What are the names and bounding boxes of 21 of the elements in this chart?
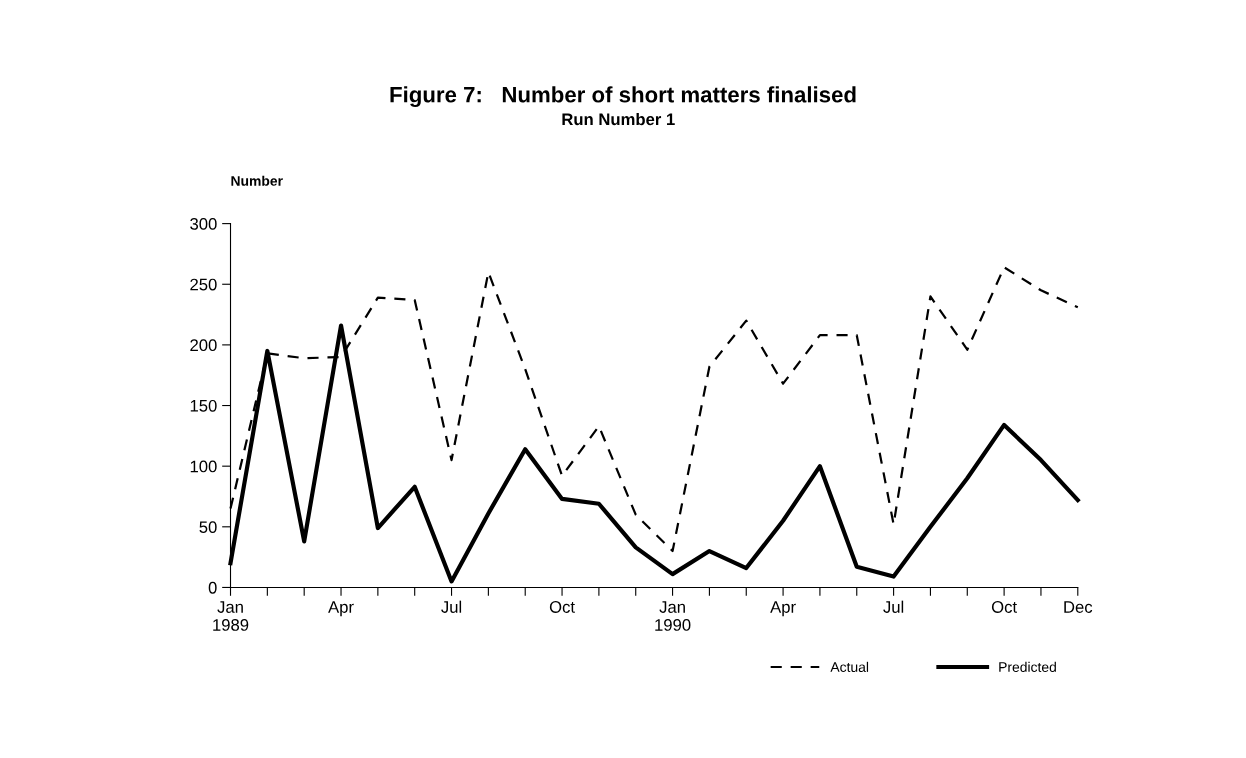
x-tick-label: Apr [770, 601, 796, 617]
x-tick-label: Apr [328, 601, 354, 617]
y-tick-label: 300 [190, 218, 217, 230]
chart-title: Figure 7: Number of short matters finalised [390, 86, 856, 108]
y-tick-label: 250 [190, 278, 217, 291]
legend-label: Predicted [999, 661, 1056, 672]
x-tick-label: Oct [549, 601, 575, 613]
x-tick-label: Jul [441, 600, 462, 613]
y-tick-label: 100 [190, 460, 217, 473]
x-tick-label: Oct [991, 601, 1017, 613]
x-tick-label: Jul [883, 600, 904, 613]
y-tick-label: 200 [190, 339, 217, 352]
y-tick-label: 50 [199, 521, 217, 534]
y-tick-label: 150 [190, 399, 217, 412]
legend-label: Actual [830, 661, 869, 672]
y-tick-label: 0 [208, 581, 217, 594]
y-axis-title: Number [231, 175, 283, 186]
x-tick-label: Jan 1989 [213, 601, 249, 631]
chart-subtitle: Run Number 1 [562, 112, 675, 126]
x-tick-label: Jan 1990 [655, 601, 691, 631]
x-tick-label: Dec [1064, 601, 1093, 613]
